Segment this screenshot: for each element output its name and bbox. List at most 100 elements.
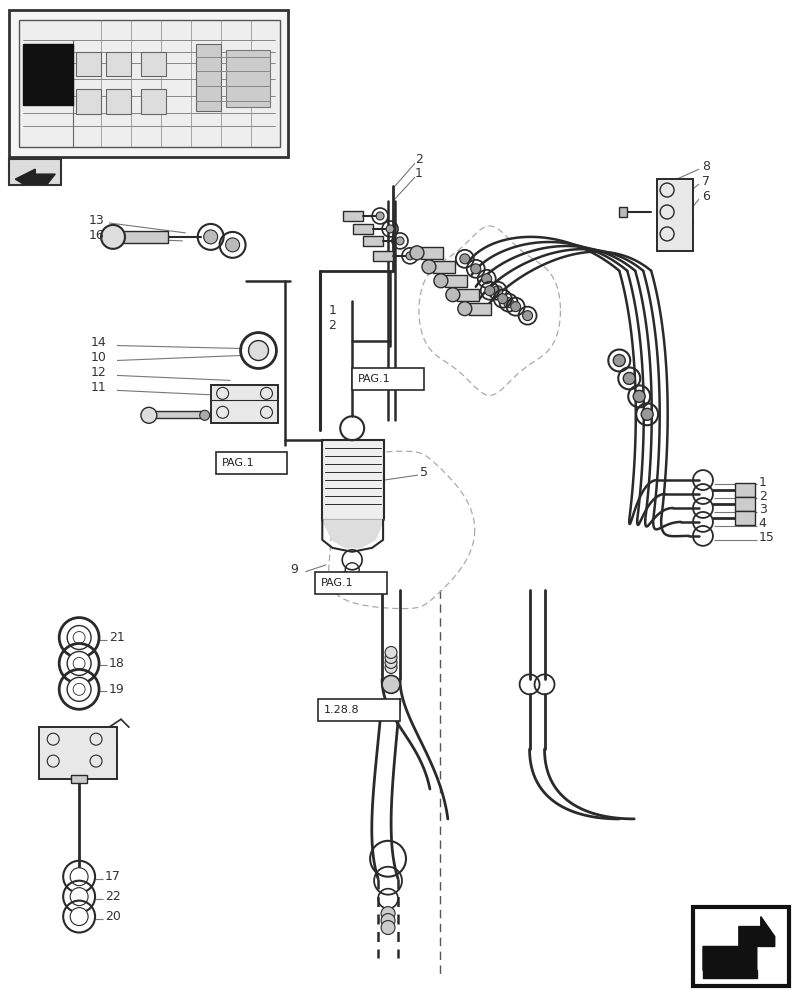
Bar	[432, 261, 454, 273]
Text: 3: 3	[757, 503, 766, 516]
Bar	[734, 483, 754, 497]
Circle shape	[445, 288, 459, 302]
Circle shape	[67, 677, 91, 701]
Circle shape	[503, 298, 513, 308]
Circle shape	[459, 254, 470, 264]
Circle shape	[375, 212, 384, 220]
Circle shape	[492, 286, 502, 296]
Circle shape	[337, 572, 353, 588]
Text: 1: 1	[328, 304, 336, 317]
Text: 18: 18	[109, 657, 125, 670]
Text: 9: 9	[290, 563, 298, 576]
Circle shape	[200, 410, 209, 420]
Text: 1: 1	[757, 476, 766, 489]
Circle shape	[380, 907, 394, 921]
Bar	[106, 89, 131, 114]
Bar	[141, 89, 165, 114]
Text: 2: 2	[328, 319, 336, 332]
Bar	[353, 224, 372, 234]
Circle shape	[141, 407, 157, 423]
Text: PAG.1: PAG.1	[221, 458, 254, 468]
Text: 12: 12	[91, 366, 107, 379]
Bar	[210, 385, 278, 423]
Circle shape	[380, 921, 394, 935]
Bar	[372, 251, 393, 261]
Text: 5: 5	[419, 466, 427, 479]
Text: PAG.1: PAG.1	[321, 578, 354, 588]
Bar	[141, 52, 165, 76]
Circle shape	[623, 372, 634, 384]
Polygon shape	[702, 970, 756, 978]
Circle shape	[457, 302, 471, 316]
Circle shape	[470, 264, 480, 274]
Circle shape	[382, 675, 400, 693]
Bar	[692, 907, 787, 986]
Bar	[19, 20, 280, 147]
Circle shape	[410, 246, 423, 260]
Bar	[352, 368, 423, 390]
Circle shape	[522, 311, 532, 321]
Text: 2: 2	[414, 153, 423, 166]
Text: 16: 16	[89, 229, 105, 242]
Text: 1.28.8: 1.28.8	[324, 705, 359, 715]
Text: 1: 1	[414, 167, 423, 180]
Text: 2: 2	[757, 490, 766, 503]
Text: 20: 20	[105, 910, 121, 923]
Bar	[656, 179, 692, 251]
Bar	[457, 289, 478, 301]
Circle shape	[641, 408, 652, 420]
Bar	[71, 775, 87, 783]
Circle shape	[481, 274, 491, 284]
Text: 13: 13	[89, 214, 105, 227]
Circle shape	[354, 575, 369, 589]
Bar	[76, 89, 101, 114]
Bar	[363, 236, 383, 246]
Circle shape	[433, 274, 448, 288]
Text: 10: 10	[91, 351, 107, 364]
Text: 6: 6	[702, 190, 709, 203]
Circle shape	[422, 260, 436, 274]
Text: 4: 4	[757, 517, 766, 530]
Text: 21: 21	[109, 631, 125, 644]
Bar	[619, 207, 626, 217]
Bar	[39, 727, 117, 779]
Text: 7: 7	[702, 175, 709, 188]
Bar	[656, 179, 692, 251]
Bar	[195, 44, 221, 111]
Bar	[76, 52, 101, 76]
Circle shape	[67, 626, 91, 649]
Circle shape	[406, 252, 414, 260]
Circle shape	[225, 238, 239, 252]
Circle shape	[101, 225, 125, 249]
Bar	[148, 411, 204, 418]
Bar	[106, 52, 131, 76]
Polygon shape	[702, 917, 774, 970]
Circle shape	[204, 230, 217, 244]
Circle shape	[70, 868, 88, 886]
Circle shape	[67, 651, 91, 675]
Bar	[315, 572, 387, 594]
Polygon shape	[322, 520, 384, 548]
Text: 15: 15	[757, 531, 774, 544]
Circle shape	[70, 888, 88, 906]
Bar	[420, 247, 442, 259]
Circle shape	[384, 656, 397, 668]
Bar	[444, 275, 466, 287]
Text: 8: 8	[702, 160, 709, 173]
Bar	[210, 385, 278, 423]
Circle shape	[385, 225, 393, 233]
Circle shape	[484, 286, 494, 296]
Bar	[225, 50, 270, 107]
Circle shape	[384, 661, 397, 673]
Text: 17: 17	[105, 870, 121, 883]
Bar	[318, 699, 400, 721]
Bar	[10, 159, 61, 185]
Bar	[734, 511, 754, 525]
Text: 11: 11	[91, 381, 107, 394]
Bar	[24, 44, 73, 105]
Circle shape	[612, 354, 624, 366]
Circle shape	[70, 908, 88, 926]
Text: 14: 14	[91, 336, 107, 349]
Bar	[468, 303, 490, 315]
Text: 22: 22	[105, 890, 121, 903]
